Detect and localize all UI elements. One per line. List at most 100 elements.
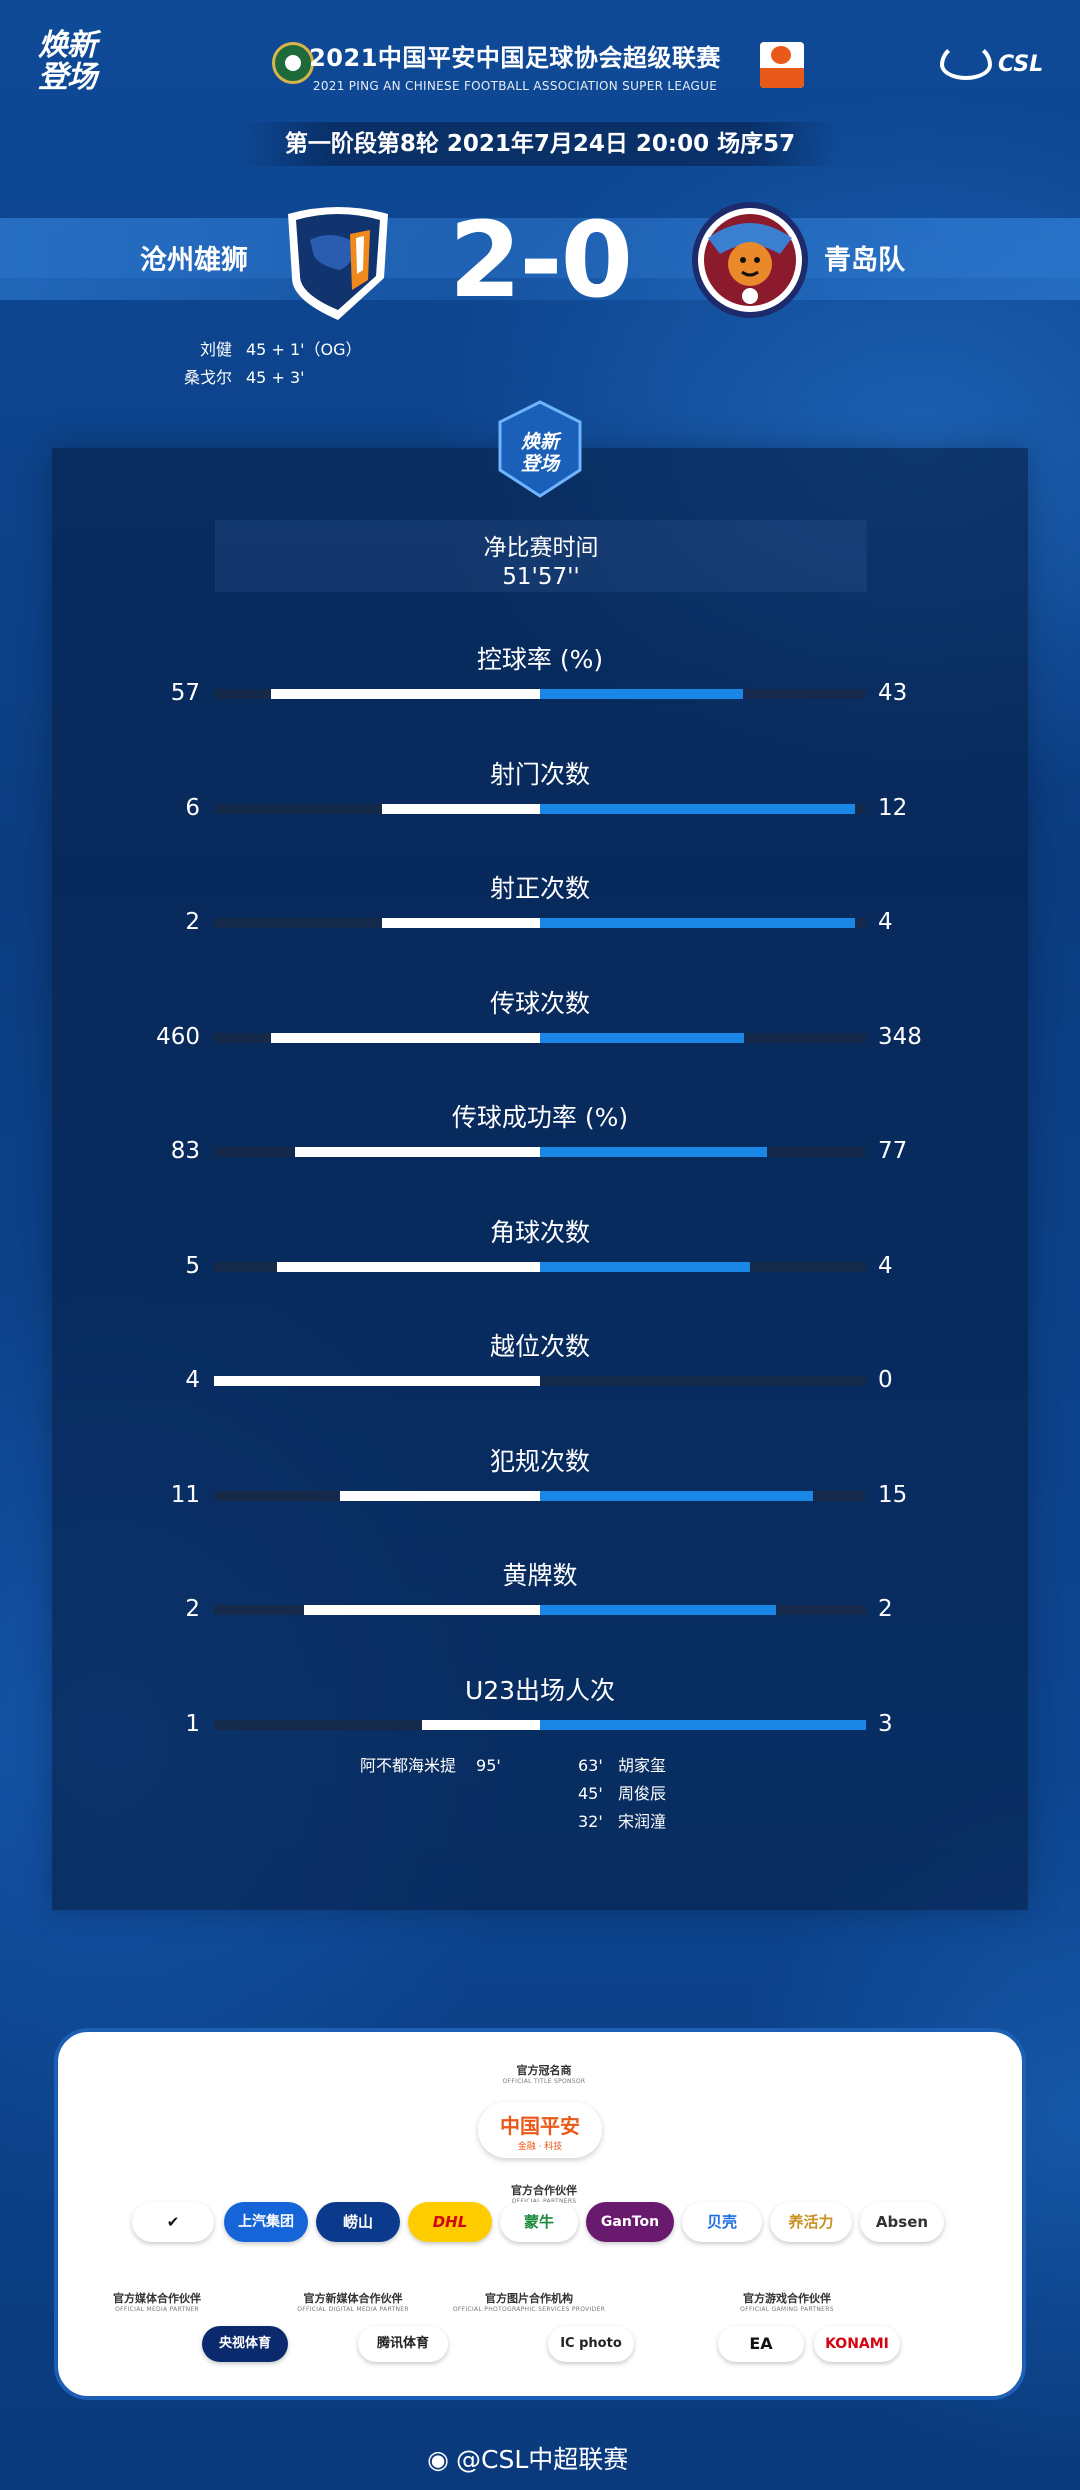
u23-minute: 32' [578,1812,603,1831]
digital-media-header-en: OFFICIAL DIGITAL MEDIA PARTNER [297,2306,409,2313]
title-sponsor-logo: 中国平安 金融 · 科技 [478,2102,602,2158]
media-partner-header-cn: 官方媒体合作伙伴 [113,2292,201,2305]
cfa-emblem-icon [272,42,314,84]
weibo-handle-text: @CSL中超联赛 [456,2445,629,2474]
u23-minute: 45' [578,1784,603,1803]
stat-home-value: 1 [185,1710,200,1737]
weibo-handle[interactable]: ◉ @CSL中超联赛 [420,2440,628,2476]
scorer-minute: 45 + 3' [246,368,305,387]
tencent-sports-logo: 腾讯体育 [358,2326,448,2362]
stat-label: 越位次数 [489,1332,590,1361]
home-crest-icon [288,207,388,320]
partners-header-en: OFFICIAL PARTNERS [394,2198,694,2205]
stat-home-bar [214,1376,540,1386]
stat-away-bar [540,1261,750,1272]
scorer-row: 刘健 45 + 1'（OG） [170,336,362,364]
stat-row: 传球成功率 (%) 83 77 [0,1098,1080,1198]
away-team-name: 青岛队 [824,245,905,276]
media-partner-header: 官方媒体合作伙伴 OFFICIAL MEDIA PARTNER [62,2290,252,2313]
gaming-partner-header-cn: 官方游戏合作伙伴 [743,2292,831,2305]
stat-label: 控球率 (%) [476,645,604,674]
stat-label: U23出场人次 [464,1675,616,1705]
partners-header-cn: 官方合作伙伴 [511,2184,577,2197]
match-score: 2-0 [449,199,633,321]
csl-mark-icon [940,42,992,80]
stat-label: 角球次数 [489,1217,590,1247]
stat-home-value: 83 [170,1138,200,1164]
u23-row: 32' 宋润潼 [578,1808,666,1836]
sponsors-card: 官方冠名商 OFFICIAL TITLE SPONSOR 中国平安 金融 · 科… [54,2028,1026,2400]
stat-away-value: 77 [878,1138,908,1164]
stat-label: 传球次数 [489,988,590,1018]
badge-line2: 登场 [521,453,561,475]
league-title: 2021中国平安中国足球协会超级联赛 2021 PING AN CHINESE … [265,38,765,93]
stat-home-bar [382,918,540,928]
campaign-logo-line2: 登场 [38,60,97,95]
konami-logo: KONAMI [814,2326,900,2362]
title-sponsor-sub: 金融 · 科技 [517,2142,563,2152]
gaming-partner-header-en: OFFICIAL GAMING PARTNERS [740,2306,834,2313]
u23-away-list: 63' 胡家玺 45' 周俊辰 32' 宋润潼 [578,1752,666,1836]
stat-away-bar [540,1719,866,1730]
ic-photo-logo: IC photo [548,2326,634,2362]
title-sponsor-header-cn: 官方冠名商 [516,2064,572,2077]
stat-away-value: 43 [878,680,908,706]
stat-home-bar [304,1605,540,1615]
title-sponsor-header: 官方冠名商 OFFICIAL TITLE SPONSOR [394,2062,694,2085]
home-scorers: 刘健 45 + 1'（OG） 桑戈尔 45 + 3' [170,336,362,392]
stat-away-value: 12 [878,794,908,821]
media-partner-header-en: OFFICIAL MEDIA PARTNER [115,2306,199,2313]
stat-away-value: 2 [878,1596,893,1622]
beike-logo: 贝壳 [682,2202,762,2242]
campaign-badge-icon: 焕新 登场 [498,400,582,498]
stat-away-value: 348 [878,1023,922,1050]
stat-away-bar [540,1032,744,1043]
pingan-badge-icon [760,42,804,88]
stat-label: 传球成功率 (%) [451,1103,629,1132]
stat-home-bar [382,803,540,814]
stat-home-value: 6 [185,794,200,821]
stat-label: 黄牌数 [502,1561,578,1590]
scorer-minute: 45 + 1'（OG） [246,340,362,359]
net-time-label: 净比赛时间 [483,535,599,561]
stat-home-bar [277,1261,540,1272]
ganton-logo: GanTon [586,2202,674,2242]
badge-line1: 焕新 [521,431,562,453]
digital-media-header-cn: 官方新媒体合作伙伴 [303,2292,403,2305]
u23-player: 周俊辰 [618,1784,667,1803]
photo-partner-header-en: OFFICIAL PHOTOGRAPHIC SERVICES PROVIDER [452,2306,606,2313]
scorer-row: 桑戈尔 45 + 3' [170,364,362,392]
gaming-partner-header: 官方游戏合作伙伴 OFFICIAL GAMING PARTNERS [692,2290,882,2313]
stat-home-value: 460 [156,1023,200,1050]
stat-home-bar [295,1147,540,1157]
u23-row: 45' 周俊辰 [578,1780,666,1808]
net-time-box: 净比赛时间 51'57'' [215,520,867,592]
laoshan-logo: 崂山 [316,2202,400,2242]
title-sponsor-name: 中国平安 [500,2114,580,2138]
stat-away-bar [540,1147,767,1157]
stat-away-value: 3 [878,1710,893,1737]
stat-away-bar [540,1490,813,1501]
stat-row: 犯规次数 11 15 [0,1442,1080,1542]
stat-row: 控球率 (%) 57 43 [0,640,1080,740]
yanghuoli-logo: 养活力 [770,2202,852,2242]
u23-player: 胡家玺 [618,1756,667,1775]
title-sponsor-header-en: OFFICIAL TITLE SPONSOR [502,2078,586,2085]
stat-home-value: 57 [170,680,200,706]
absen-logo: Absen [860,2202,944,2242]
u23-home-list: 阿不都海米提 95' [360,1752,501,1780]
cctv-sports-logo: 央视体育 [202,2326,288,2362]
partners-header: 官方合作伙伴 OFFICIAL PARTNERS [394,2182,694,2205]
u23-row: 63' 胡家玺 [578,1752,666,1780]
stat-away-value: 15 [878,1481,908,1508]
stat-row: 黄牌数 2 2 [0,1556,1080,1656]
u23-row: 阿不都海米提 95' [360,1752,501,1780]
csl-logo: CSL [940,38,1050,88]
stat-row: 射正次数 2 4 [0,869,1080,969]
digital-media-header: 官方新媒体合作伙伴 OFFICIAL DIGITAL MEDIA PARTNER [258,2290,448,2313]
stat-home-bar [271,689,540,699]
away-crest-icon [692,202,808,318]
ea-logo: EA [718,2326,804,2362]
u23-minute: 63' [578,1756,603,1775]
dhl-logo: DHL [408,2202,492,2242]
